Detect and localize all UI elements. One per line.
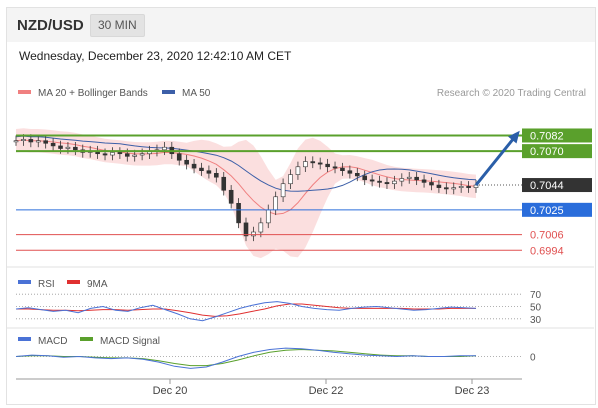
candle-body [251,231,256,237]
candle-body [444,187,449,190]
timeframe-badge[interactable]: 30 MIN [90,14,145,37]
candle-body [162,146,167,151]
candle-body [184,159,189,165]
candle-body [102,153,108,156]
candle-body [451,187,457,190]
legend-swatch [18,90,31,94]
level-tag-pivot [522,202,592,217]
candle-body [347,170,353,174]
legend-label: MACD [38,336,67,347]
x-tick-label: Dec 20 [153,385,188,397]
level-tag-last [522,178,592,193]
legend-swatch [162,90,175,94]
candle-body [258,222,264,233]
candle-body [429,182,434,186]
legend-label: MACD Signal [100,336,160,347]
candle-body [35,140,41,143]
level-label-support: 0.6994 [530,245,564,257]
x-tick-label: Dec 22 [309,385,344,397]
legend-label: 9MA [87,279,108,290]
candle-body [73,146,78,151]
macd-line [15,347,476,369]
candle-body [221,176,227,191]
level-label-resistance: 0.7070 [530,146,564,158]
candle-body [340,167,345,171]
candle-body [65,146,71,149]
legend-swatch [80,337,93,341]
level-label-last: 0.7044 [530,180,564,192]
candle-body [28,139,34,143]
candle-body [13,140,19,143]
candle-body [436,184,442,188]
candle-body [303,161,308,168]
level-tag-resistance [522,144,592,159]
candle-body [228,189,234,204]
candle-body [362,175,368,181]
ma50-line [15,135,477,192]
candle-body [458,186,464,188]
candle-body [265,209,271,224]
candle-body [132,154,138,157]
legend-label: MA 50 [182,88,211,99]
credit-text: Research © 2020 Trading Central [437,88,586,99]
level-tag-resistance [522,128,592,143]
candle-body [325,163,330,168]
legend-label: RSI [38,279,55,290]
header-bar: NZD/USD 30 MIN [7,8,595,42]
candle-body [58,145,63,149]
candle-body [310,161,316,164]
candle-body [288,174,293,185]
candle-body [369,179,375,182]
candle-body [21,139,26,141]
candle-body [280,183,286,198]
candle-body [176,153,182,161]
candle-body [295,166,301,175]
chart-card: NZD/USD 30 MIN Wednesday, December 23, 2… [6,7,596,405]
rsi-tick-label: 30 [530,315,542,326]
candle-body [392,180,397,185]
candle-body [466,186,471,188]
candle-body [199,167,204,171]
candle-body [243,222,249,237]
rsi-line [15,301,477,322]
x-tick-label: Dec 23 [455,385,490,397]
forecast-arrow-head [508,130,520,144]
legend-label: MA 20 + Bollinger Bands [38,88,148,99]
timestamp: Wednesday, December 23, 2020 12:42:10 AM… [19,49,292,63]
candle-body [43,140,48,144]
candle-body [139,153,145,156]
candle-body [399,178,405,182]
forecast-arrow-shaft [474,134,518,186]
rsi-tick-label: 70 [530,290,542,301]
candle-body [421,179,427,183]
candle-body [354,173,360,177]
candle-body [317,162,323,165]
candle-body [206,170,212,174]
candle-body [214,173,219,178]
candle-body [414,176,419,181]
candle-body [110,152,115,156]
candle-body [50,143,56,147]
candle-body [332,166,338,169]
legend-swatch [18,280,31,284]
ma20-line [15,139,477,215]
candle-body [191,163,197,169]
currency-pair: NZD/USD [17,17,84,34]
level-label-support: 0.7006 [530,230,564,242]
macd-tick-label: 0 [530,353,536,364]
legend-swatch [67,280,80,284]
candle-body [406,176,412,179]
candle-body [124,153,130,157]
rsi-tick-label: 50 [530,303,542,314]
candle-body [117,152,123,155]
level-label-resistance: 0.7082 [530,130,564,142]
candle-body [273,196,278,211]
candle-body [377,180,382,183]
level-label-pivot: 0.7025 [530,205,564,217]
legend-swatch [18,337,31,341]
candle-body [236,203,241,224]
candle-body [384,182,390,185]
macd-signal-line [15,348,477,367]
